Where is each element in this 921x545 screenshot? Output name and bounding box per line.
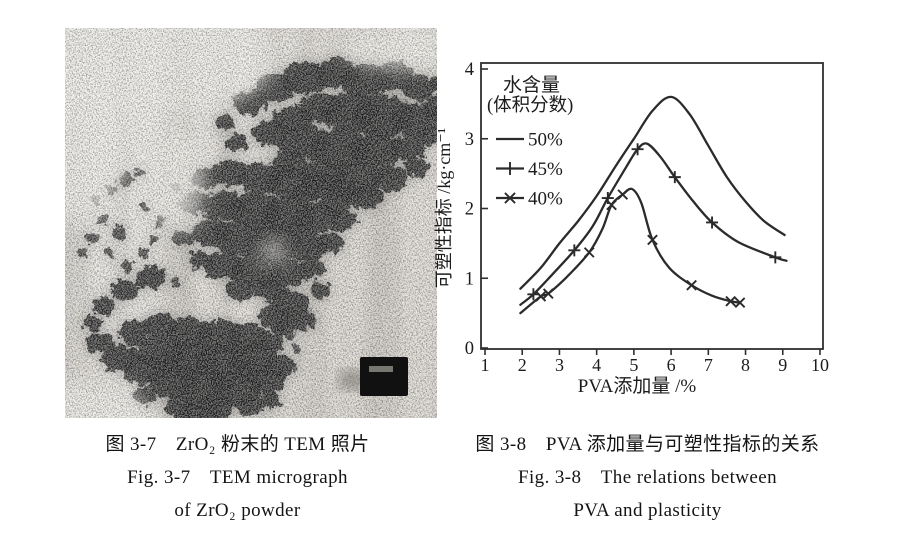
y-tick-label: 4 xyxy=(465,60,474,80)
caption-3-8-zh: 图 3-8 PVA 添加量与可塑性指标的关系 xyxy=(475,434,820,455)
figure-3-7-tem-photo xyxy=(65,28,437,418)
x-tick-label: 2 xyxy=(518,355,527,375)
x-tick-label: 10 xyxy=(811,355,829,375)
y-axis-title: 可塑性指标 /kg·cm⁻¹ xyxy=(434,128,454,288)
x-tick-label: 1 xyxy=(481,355,490,375)
caption-3-8-en-2: PVA and plasticity xyxy=(573,500,722,521)
scale-marker-chip xyxy=(337,357,408,396)
x-tick-label: 8 xyxy=(741,355,750,375)
plot-frame xyxy=(480,62,824,350)
legend-entry-label: 45% xyxy=(528,159,563,180)
legend-entry-label: 40% xyxy=(528,189,563,210)
y-tick-label: 2 xyxy=(465,200,474,220)
y-tick-label: 0 xyxy=(465,339,474,359)
x-tick-label: 9 xyxy=(778,355,787,375)
legend-entry-label: 50% xyxy=(528,130,563,151)
y-tick-label: 1 xyxy=(465,269,474,289)
caption-3-7-zh: 图 3-7 ZrO₂ 粉末的 TEM 照片 xyxy=(105,434,370,455)
curve-50pct xyxy=(519,95,786,290)
tem-micrograph-image xyxy=(65,28,437,418)
markers-40pct xyxy=(535,189,746,309)
y-axis: 0 1 2 3 4 xyxy=(465,60,488,359)
legend: 水含量(体积分数) 50% 45% 40% xyxy=(487,74,573,210)
x-tick-label: 7 xyxy=(704,355,713,375)
x-tick-label: 3 xyxy=(555,355,564,375)
x-axis: 1 2 3 4 5 6 7 8 9 10 xyxy=(481,349,829,375)
x-tick-label: 5 xyxy=(629,355,638,375)
x-tick-label: 4 xyxy=(592,355,601,375)
figure-3-7-caption: 图 3-7 ZrO₂ 粉末的 TEM 照片 Fig. 3-7 TEM micro… xyxy=(60,428,415,527)
film-grain-light xyxy=(65,28,437,418)
figure-3-8-chart: 1 2 3 4 5 6 7 8 9 10 0 1 2 3 4 PVA添加量 /% 可塑性指标 /kg·cm⁻¹ 水… xyxy=(430,45,870,405)
x-axis-title: PVA添加量 /% xyxy=(578,375,697,397)
curve-45pct xyxy=(519,142,788,306)
y-tick-label: 3 xyxy=(465,130,474,150)
legend-title-line2: (体积分数) xyxy=(487,95,573,116)
markers-45pct xyxy=(527,143,782,301)
legend-title-line1: 水含量 xyxy=(503,74,560,96)
caption-3-7-en-1: Fig. 3-7 TEM micrograph xyxy=(127,467,348,488)
caption-3-7-en-2: of ZrO₂ powder xyxy=(174,500,301,521)
x-tick-label: 6 xyxy=(667,355,676,375)
caption-3-8-en-1: Fig. 3-8 The relations between xyxy=(518,467,777,488)
figure-3-8-caption: 图 3-8 PVA 添加量与可塑性指标的关系 Fig. 3-8 The rela… xyxy=(445,428,850,527)
